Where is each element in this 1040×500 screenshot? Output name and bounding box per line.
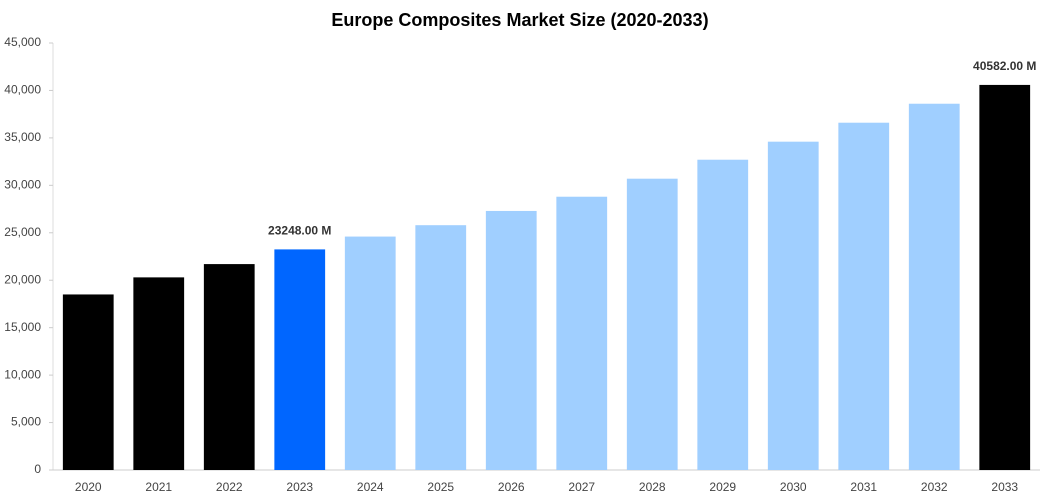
x-tick-label: 2028 <box>639 480 666 494</box>
y-tick-label: 30,000 <box>4 178 41 192</box>
y-tick-label: 20,000 <box>4 272 41 286</box>
y-tick-label: 35,000 <box>4 130 41 144</box>
chart-title: Europe Composites Market Size (2020-2033… <box>331 10 708 30</box>
x-tick-label: 2033 <box>991 480 1018 494</box>
x-tick-label: 2027 <box>568 480 595 494</box>
bar <box>344 236 396 470</box>
y-tick-label: 25,000 <box>4 225 41 239</box>
bar <box>133 277 185 470</box>
x-tick-label: 2023 <box>286 480 313 494</box>
x-tick-label: 2026 <box>498 480 525 494</box>
bar <box>203 264 255 470</box>
bar <box>556 196 608 470</box>
x-tick-label: 2022 <box>216 480 243 494</box>
x-tick-label: 2020 <box>75 480 102 494</box>
y-tick-label: 45,000 <box>4 35 41 49</box>
bar <box>626 178 678 471</box>
bar <box>415 225 467 470</box>
y-tick-label: 0 <box>34 462 41 476</box>
x-tick-label: 2021 <box>145 480 172 494</box>
y-tick-label: 5,000 <box>11 415 41 429</box>
x-tick-label: 2029 <box>709 480 736 494</box>
x-tick-label: 2025 <box>427 480 454 494</box>
bar <box>838 122 890 470</box>
y-tick-label: 15,000 <box>4 320 41 334</box>
x-tick-label: 2031 <box>850 480 877 494</box>
x-tick-label: 2032 <box>921 480 948 494</box>
bar <box>62 294 114 470</box>
bar <box>767 141 819 470</box>
bar <box>485 210 537 470</box>
value-label: 23248.00 M <box>268 224 331 238</box>
x-tick-label: 2030 <box>780 480 807 494</box>
y-tick-label: 40,000 <box>4 83 41 97</box>
bar <box>274 249 326 470</box>
bar <box>908 103 960 471</box>
x-tick-label: 2024 <box>357 480 384 494</box>
bar <box>979 84 1031 471</box>
y-tick-label: 10,000 <box>4 367 41 381</box>
bar <box>697 159 749 471</box>
value-label: 40582.00 M <box>973 59 1036 73</box>
